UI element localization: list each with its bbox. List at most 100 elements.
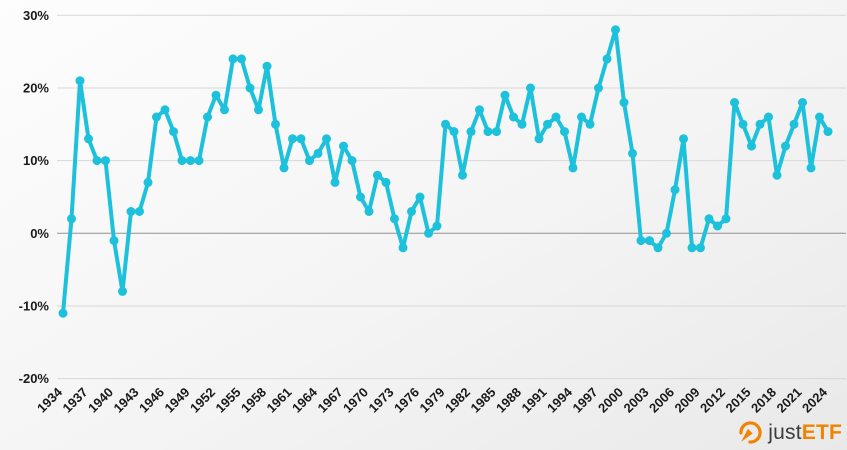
data-point[interactable] — [254, 105, 263, 115]
data-point[interactable] — [177, 156, 187, 166]
data-point[interactable] — [160, 105, 170, 115]
x-tick-label: 1985 — [468, 385, 499, 416]
data-point[interactable] — [475, 105, 484, 115]
data-point[interactable] — [534, 134, 544, 144]
data-point[interactable] — [237, 54, 246, 64]
data-point[interactable] — [551, 112, 561, 122]
data-point[interactable] — [407, 207, 416, 216]
data-point[interactable] — [721, 214, 731, 224]
data-point[interactable] — [687, 243, 697, 253]
data-point[interactable] — [449, 127, 459, 137]
data-point[interactable] — [764, 112, 773, 122]
data-point[interactable] — [781, 141, 790, 151]
data-point[interactable] — [228, 54, 238, 64]
data-point[interactable] — [305, 156, 314, 166]
data-point[interactable] — [143, 177, 153, 187]
data-point[interactable] — [390, 214, 399, 224]
data-point[interactable] — [594, 83, 603, 93]
data-point[interactable] — [415, 192, 425, 202]
x-tick-label: 1946 — [136, 385, 167, 416]
data-point[interactable] — [585, 119, 595, 129]
data-point[interactable] — [296, 134, 306, 144]
x-tick-label: 1934 — [34, 384, 66, 416]
data-point[interactable] — [798, 98, 807, 107]
data-point[interactable] — [772, 170, 782, 180]
data-point[interactable] — [806, 163, 816, 173]
data-point[interactable] — [211, 90, 221, 100]
data-point[interactable] — [203, 112, 212, 122]
data-point[interactable] — [271, 119, 280, 129]
data-point[interactable] — [109, 236, 119, 246]
data-point[interactable] — [101, 156, 110, 166]
data-point[interactable] — [747, 141, 756, 151]
data-point[interactable] — [492, 127, 501, 137]
data-point[interactable] — [75, 76, 85, 86]
data-point[interactable] — [152, 112, 161, 122]
data-point[interactable] — [279, 163, 289, 173]
data-point[interactable] — [313, 148, 323, 158]
data-point[interactable] — [662, 228, 671, 238]
data-point[interactable] — [509, 112, 518, 122]
data-point[interactable] — [483, 127, 493, 137]
x-tick-label: 1958 — [238, 385, 269, 416]
data-point[interactable] — [288, 134, 297, 144]
data-point[interactable] — [696, 243, 705, 253]
data-point[interactable] — [730, 98, 739, 107]
data-point[interactable] — [330, 177, 340, 187]
data-point[interactable] — [789, 119, 799, 129]
data-point[interactable] — [92, 156, 102, 166]
data-point[interactable] — [347, 156, 357, 166]
data-point[interactable] — [560, 127, 569, 137]
data-point[interactable] — [398, 243, 408, 253]
x-tick-label: 1988 — [493, 385, 524, 416]
data-point[interactable] — [458, 170, 467, 180]
data-point[interactable] — [577, 112, 586, 122]
data-point[interactable] — [636, 236, 646, 246]
data-point[interactable] — [466, 127, 476, 137]
data-point[interactable] — [67, 214, 76, 224]
data-point[interactable] — [543, 119, 552, 129]
data-point[interactable] — [126, 207, 136, 216]
data-point[interactable] — [169, 127, 178, 137]
data-point[interactable] — [424, 228, 433, 238]
data-point[interactable] — [500, 90, 510, 100]
data-point[interactable] — [628, 148, 637, 158]
data-point[interactable] — [364, 207, 374, 216]
data-point[interactable] — [704, 214, 714, 224]
data-point[interactable] — [441, 119, 450, 129]
data-point[interactable] — [356, 192, 365, 202]
data-point[interactable] — [755, 119, 765, 129]
data-point[interactable] — [815, 112, 824, 122]
data-point[interactable] — [186, 156, 195, 166]
data-point[interactable] — [602, 54, 612, 64]
data-point[interactable] — [517, 119, 527, 129]
logo-text-just: just — [768, 421, 802, 444]
data-point[interactable] — [220, 105, 229, 115]
data-point[interactable] — [653, 243, 663, 253]
data-point[interactable] — [679, 134, 688, 144]
data-point[interactable] — [568, 163, 578, 173]
data-point[interactable] — [670, 185, 680, 195]
data-point[interactable] — [194, 156, 204, 166]
data-point[interactable] — [526, 83, 535, 93]
data-point[interactable] — [645, 236, 654, 246]
data-point[interactable] — [611, 25, 620, 35]
data-point[interactable] — [58, 308, 68, 318]
data-point[interactable] — [135, 207, 144, 216]
data-point[interactable] — [823, 127, 833, 137]
data-point[interactable] — [432, 221, 442, 231]
x-tick-label: 1994 — [544, 384, 576, 416]
data-point[interactable] — [322, 134, 331, 144]
data-point[interactable] — [713, 221, 722, 231]
data-point[interactable] — [373, 170, 382, 180]
data-point[interactable] — [381, 177, 391, 187]
data-point[interactable] — [339, 141, 348, 151]
x-tick-label: 1973 — [366, 385, 397, 416]
data-point[interactable] — [84, 134, 93, 144]
data-point[interactable] — [245, 83, 255, 93]
data-point[interactable] — [619, 98, 629, 107]
data-point[interactable] — [118, 286, 127, 296]
data-point[interactable] — [262, 61, 272, 71]
data-point[interactable] — [738, 119, 748, 129]
